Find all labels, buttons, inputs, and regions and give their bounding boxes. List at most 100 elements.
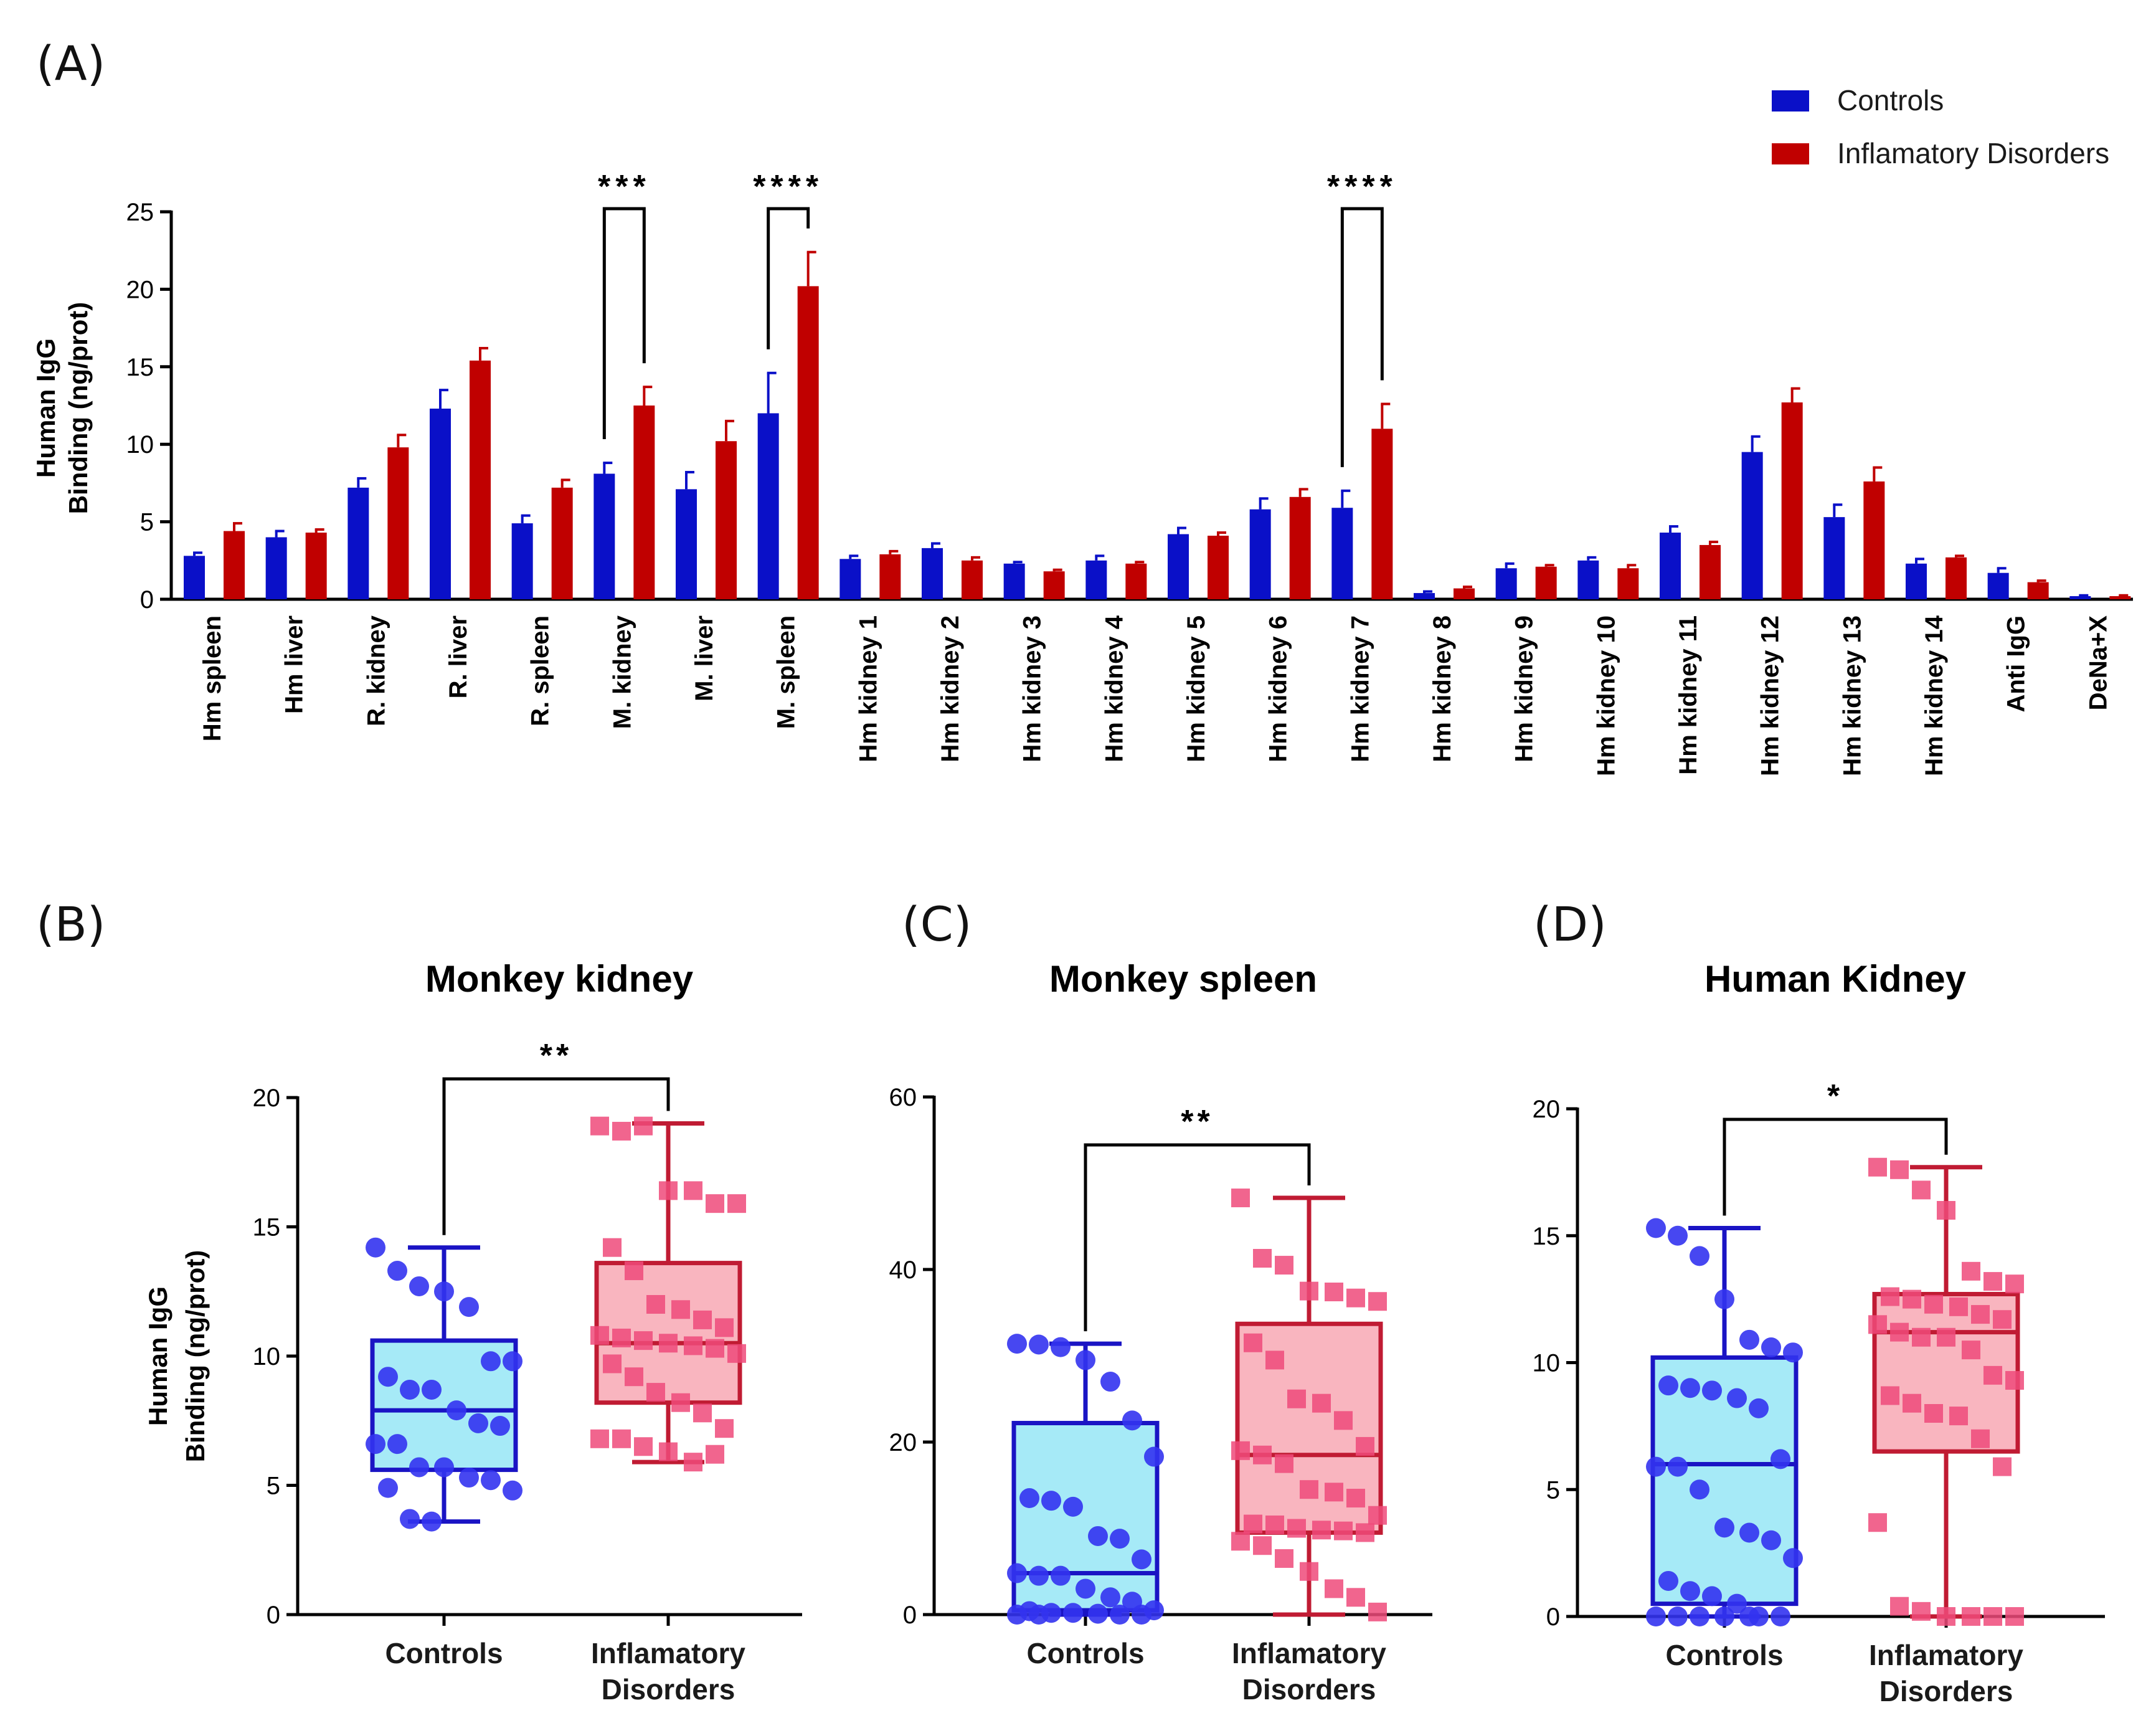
data-point	[1253, 1536, 1272, 1555]
data-point	[1029, 1565, 1049, 1586]
data-point	[1265, 1350, 1284, 1370]
bar	[633, 406, 655, 599]
data-point	[1100, 1587, 1120, 1608]
bar	[1987, 572, 2009, 599]
legend-label: Controls	[1837, 84, 1944, 116]
significance-label: ****	[1327, 169, 1397, 205]
data-point	[1739, 1606, 1759, 1626]
data-point	[1783, 1342, 1803, 1363]
x-axis-category-labels: Hm spleen Hm liver R. kidney R. liver R. spl…	[199, 615, 2112, 776]
data-point	[684, 1181, 702, 1200]
y-tick-label: 20	[253, 1084, 281, 1112]
data-point	[1761, 1337, 1781, 1358]
bar	[797, 286, 819, 599]
data-point	[1287, 1389, 1306, 1408]
bar	[1249, 509, 1271, 599]
bar	[1495, 568, 1517, 599]
x-category-label: Hm kidney 1	[854, 615, 882, 762]
data-point	[612, 1328, 631, 1347]
data-point	[1924, 1404, 1943, 1423]
bar	[757, 413, 779, 599]
data-point	[1658, 1375, 1678, 1396]
data-point	[684, 1336, 702, 1355]
data-point	[693, 1310, 712, 1329]
data-point	[715, 1318, 734, 1337]
x-category-label: Hm kidney 12	[1757, 615, 1784, 776]
panel-d-box-plot: (D) Human Kidney 0 5 10 15 20 Controls Inflama…	[1533, 896, 2105, 1707]
data-point	[1680, 1581, 1700, 1602]
data-point	[1029, 1605, 1049, 1625]
y-axis-label-line: Human IgG	[31, 338, 60, 478]
y-axis-label-line: Binding (ng/prot)	[181, 1250, 210, 1463]
x-category-label: Anti IgG	[2003, 615, 2030, 713]
data-point	[1265, 1515, 1284, 1534]
x-category-label: Inflamatory	[591, 1637, 745, 1669]
data-point	[2005, 1274, 2024, 1294]
data-point	[1912, 1327, 1931, 1347]
data-point	[715, 1419, 734, 1438]
data-point	[1714, 1289, 1734, 1309]
data-point	[1334, 1411, 1353, 1430]
data-point	[1312, 1521, 1331, 1540]
data-point	[1993, 1310, 2012, 1329]
data-point	[1063, 1496, 1083, 1517]
bar	[1577, 560, 1599, 599]
data-point	[1334, 1521, 1353, 1540]
bar	[962, 560, 983, 599]
data-point	[706, 1194, 724, 1213]
data-point	[634, 1437, 653, 1456]
data-point	[422, 1511, 442, 1532]
bar	[1823, 517, 1845, 599]
data-point	[481, 1470, 501, 1491]
significance-bracket	[767, 207, 810, 349]
data-point	[422, 1379, 442, 1400]
data-point	[1368, 1506, 1387, 1525]
data-point	[671, 1393, 690, 1412]
data-point	[1783, 1548, 1803, 1569]
significance-bracket	[1340, 207, 1384, 467]
data-point	[1890, 1160, 1909, 1179]
legend: Controls Inflamatory Disorders	[1772, 84, 2109, 169]
data-point	[612, 1429, 631, 1448]
data-point	[1122, 1410, 1142, 1431]
data-point	[1368, 1292, 1387, 1311]
x-category-label: Controls	[1026, 1637, 1144, 1669]
data-point	[459, 1468, 479, 1488]
data-point	[1868, 1315, 1887, 1334]
significance-label: **	[1181, 1104, 1213, 1140]
significance-label: ***	[598, 169, 651, 205]
x-category-label: Hm kidney 3	[1019, 615, 1046, 762]
x-category-label: DeNa+X	[2084, 615, 2112, 711]
data-point	[1346, 1588, 1365, 1607]
x-category-label: Hm kidney 6	[1265, 615, 1292, 762]
data-point	[1088, 1526, 1108, 1546]
data-point	[1868, 1157, 1887, 1177]
y-tick-label: 60	[889, 1084, 917, 1111]
data-point	[1903, 1393, 1921, 1413]
data-point	[590, 1429, 609, 1448]
data-point	[1356, 1436, 1374, 1456]
data-point	[1007, 1334, 1027, 1354]
data-point	[671, 1300, 690, 1319]
data-point	[1714, 1517, 1734, 1538]
bar	[1168, 534, 1189, 599]
bar	[1003, 563, 1025, 599]
data-point	[1668, 1225, 1688, 1246]
data-point	[1881, 1386, 1899, 1405]
y-axis-label: Human IgG Binding (ng/prot)	[31, 302, 93, 515]
x-category-label: Disorders	[1242, 1673, 1376, 1706]
data-point	[387, 1434, 407, 1455]
panel-label-a: (A)	[36, 36, 105, 91]
data-point	[646, 1383, 665, 1402]
data-point	[1983, 1365, 2002, 1385]
data-point	[1739, 1329, 1759, 1350]
data-point	[1903, 1289, 1921, 1309]
y-tick-label: 10	[1533, 1350, 1561, 1377]
y-tick-label: 10	[253, 1343, 281, 1370]
bar	[2069, 596, 2091, 599]
data-point	[378, 1478, 398, 1498]
significance-bracket	[1084, 1143, 1311, 1332]
legend-label: Inflamatory Disorders	[1837, 137, 2109, 169]
bar	[1946, 557, 1967, 599]
y-tick-label: 5	[140, 509, 154, 536]
